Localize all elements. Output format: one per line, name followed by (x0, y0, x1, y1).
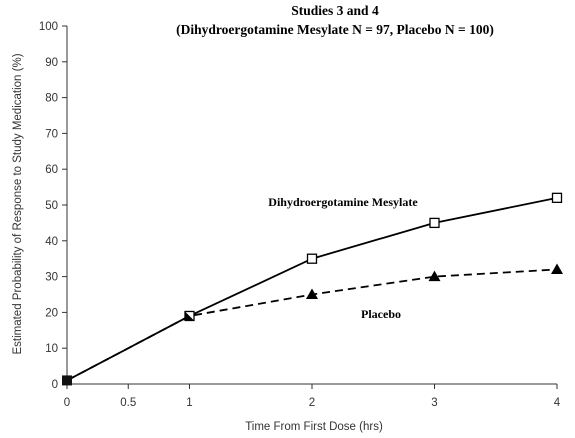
x-tick-label: 0.5 (120, 397, 136, 409)
chart-subtitle: (Dihydroergotamine Mesylate N = 97, Plac… (176, 22, 494, 37)
x-tick-label: 3 (431, 397, 437, 409)
series-label-dihydroergotamine: Dihydroergotamine Mesylate (268, 195, 418, 209)
y-tick-label: 40 (45, 236, 58, 248)
y-tick-label: 30 (45, 272, 58, 284)
y-tick-label: 50 (45, 200, 58, 212)
placebo-point-marker (551, 263, 563, 274)
series-label-placebo: Placebo (361, 307, 401, 321)
dihydroergotamine-point-marker (551, 192, 563, 203)
ticks: 0 10 20 30 40 50 60 70 80 90 100 0 0.5 1 2 3 4 (39, 21, 561, 409)
y-tick-label: 80 (45, 93, 58, 105)
y-tick-label: 90 (45, 57, 58, 69)
y-tick-label: 100 (39, 21, 58, 33)
placebo-series-line (66, 268, 558, 382)
x-tick-label: 1 (186, 397, 192, 409)
y-axis-title: Estimated Probability of Response to Stu… (12, 53, 24, 354)
placebo-point-marker (428, 270, 441, 282)
x-tick-label: 2 (309, 397, 315, 409)
y-tick-label: 60 (45, 164, 58, 176)
x-tick-label: 0 (64, 397, 70, 409)
dihydroergotamine-point-marker (306, 253, 318, 264)
x-tick-label: 4 (554, 397, 561, 409)
x-axis-title: Time From First Dose (hrs) (245, 421, 383, 433)
chart-title: Studies 3 and 4 (291, 3, 379, 18)
placebo-point-marker (306, 288, 318, 299)
y-tick-label: 20 (45, 307, 58, 319)
placebo-point-marker (185, 311, 194, 321)
plot-markers (62, 192, 563, 386)
y-tick-label: 70 (45, 128, 58, 140)
origin-point-marker (62, 375, 72, 386)
y-tick-label: 10 (45, 343, 58, 355)
y-tick-label: 0 (52, 379, 58, 391)
dihydroergotamine-point-marker (429, 217, 440, 229)
